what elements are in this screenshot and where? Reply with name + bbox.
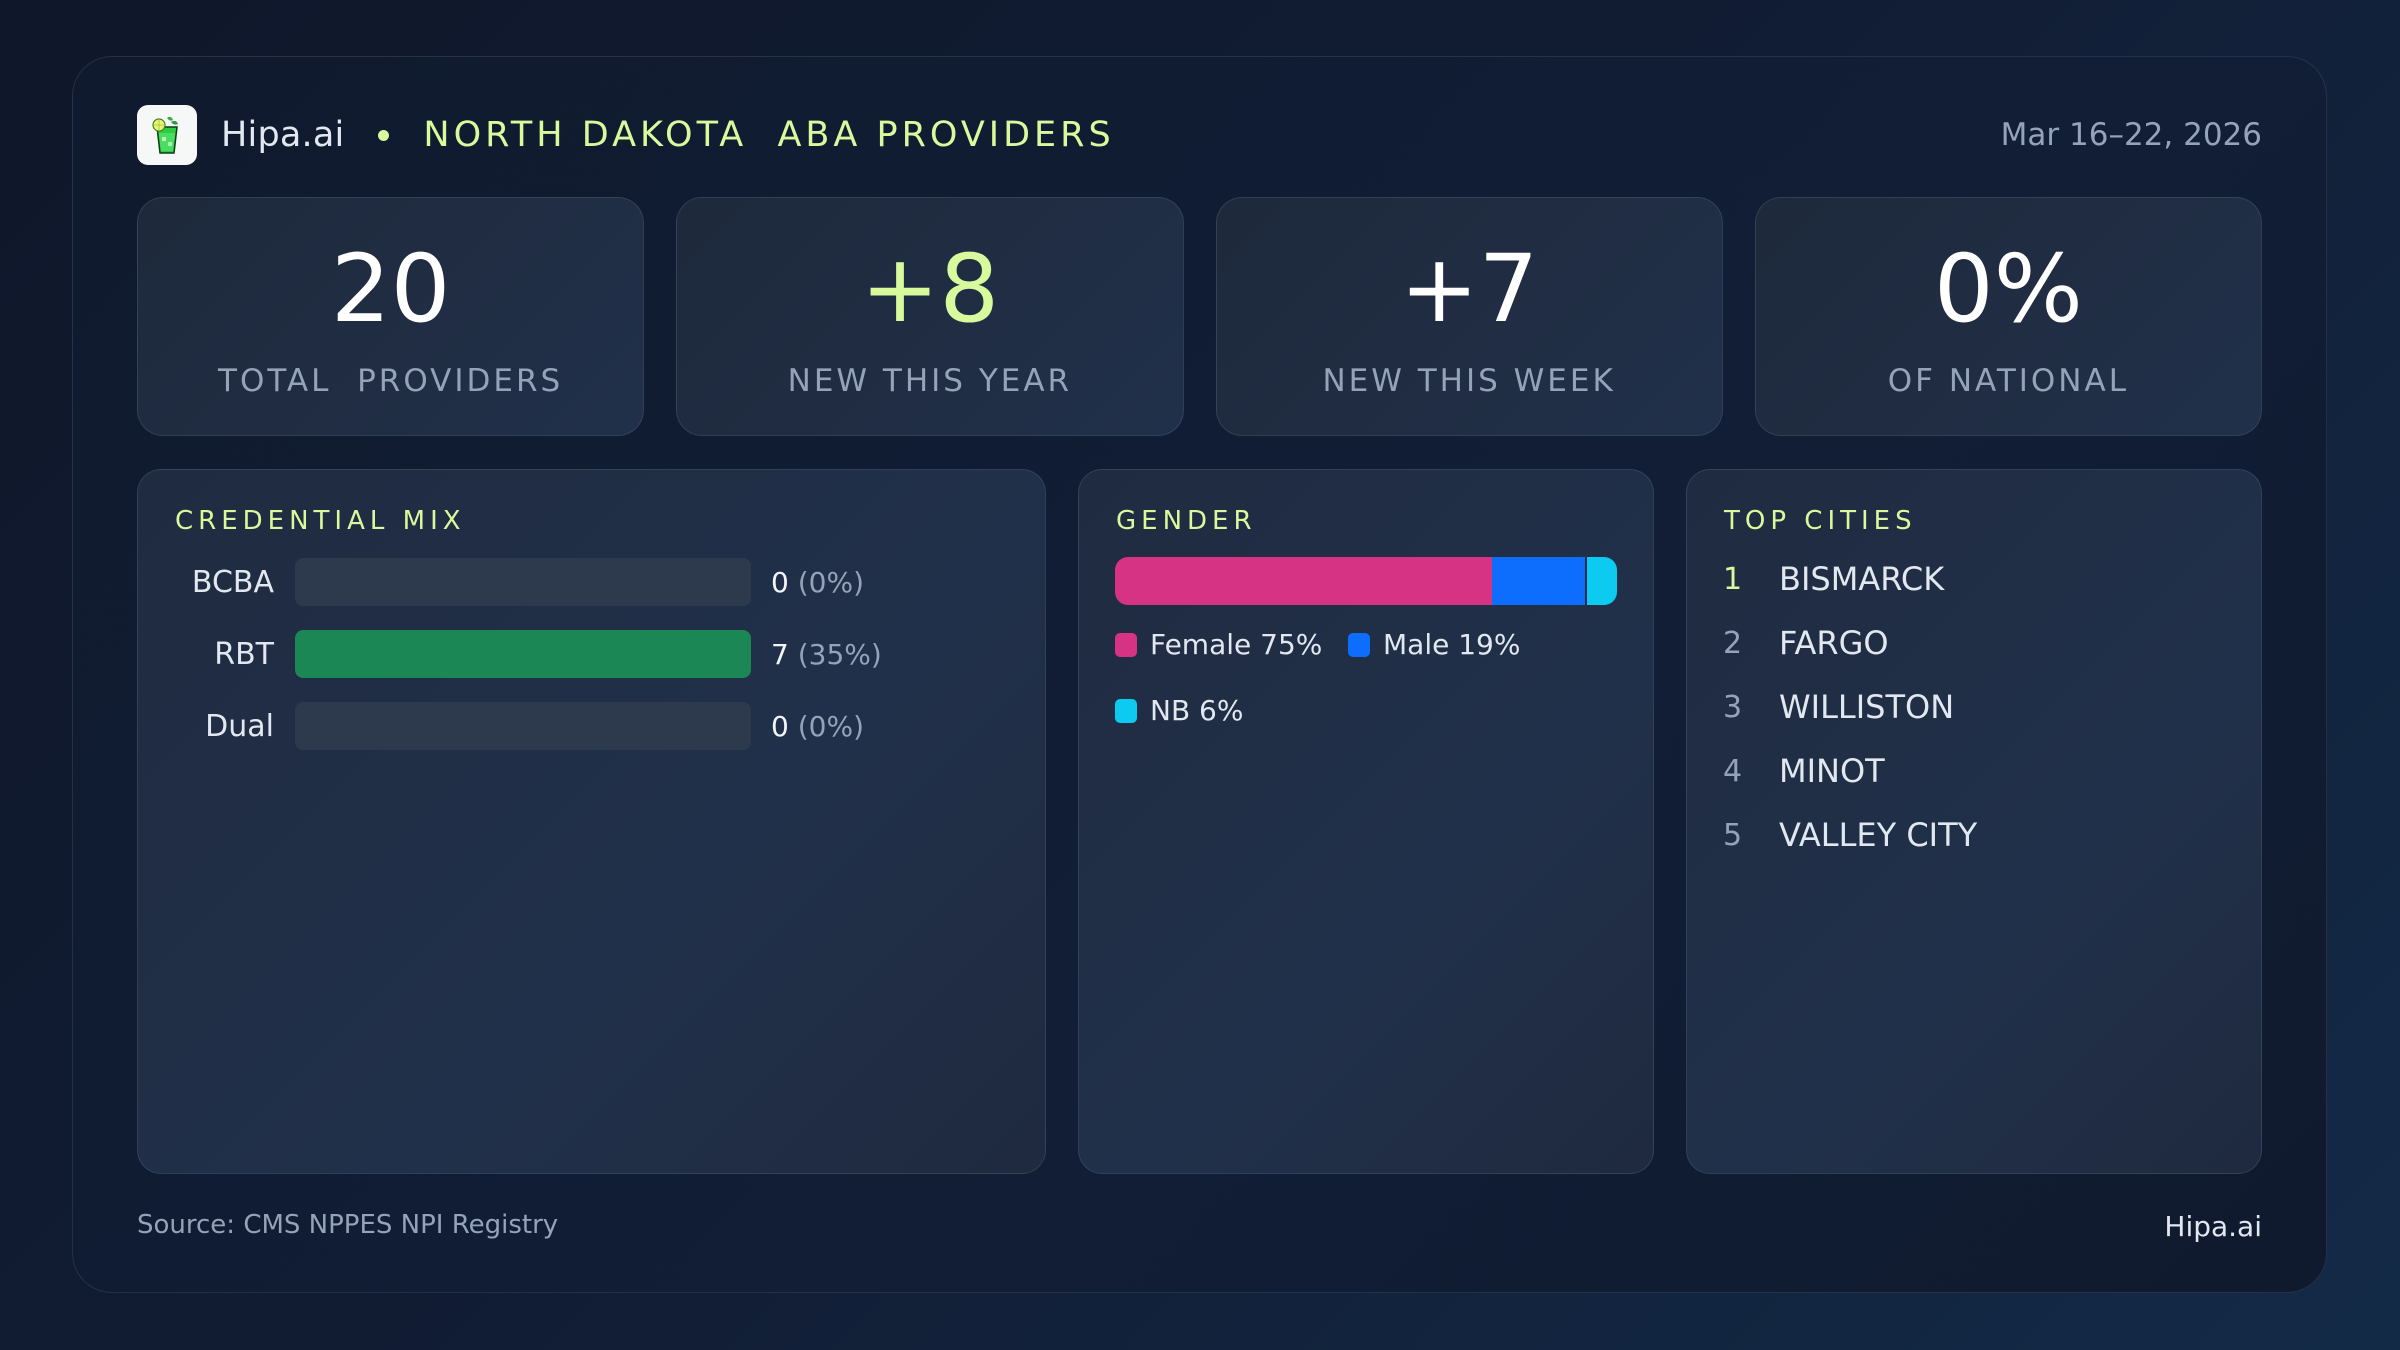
gender-segment-nb (1586, 557, 1617, 605)
city-item: 3 WILLISTON (1723, 688, 1954, 726)
kpi-value: 20 (330, 234, 451, 344)
city-name: BISMARCK (1779, 560, 1945, 598)
kpi-label: NEW THIS WEEK (1322, 362, 1616, 399)
credential-label: Dual (205, 708, 274, 744)
credential-row-dual: Dual 0 (0%) (138, 702, 1045, 750)
city-name: FARGO (1779, 624, 1889, 662)
city-name: VALLEY CITY (1779, 816, 1978, 854)
legend-swatch (1115, 632, 1137, 657)
panel-title: CREDENTIAL MIX (175, 506, 466, 536)
footer-brand: Hipa.ai (2164, 1210, 2262, 1243)
city-item: 4 MINOT (1723, 752, 1885, 790)
kpi-row: 20 TOTAL PROVIDERS +8 NEW THIS YEAR +7 N… (137, 197, 2262, 436)
legend-swatch (1115, 698, 1137, 723)
brand-name: Hipa.ai (221, 115, 345, 155)
kpi-card-new-this-year: +8 NEW THIS YEAR (676, 197, 1184, 436)
city-item: 2 FARGO (1723, 624, 1889, 662)
gender-panel: GENDER Female 75% Male 19% NB 6% (1078, 469, 1654, 1174)
legend-label: Female 75% (1150, 628, 1323, 661)
legend-nb: NB 6% (1115, 694, 1243, 727)
panels-row: CREDENTIAL MIX BCBA 0 (0%) RBT 7 (35%) D… (137, 469, 2262, 1174)
page-title: NORTH DAKOTA ABA PROVIDERS (423, 115, 1115, 155)
source-note: Source: CMS NPPES NPI Registry (137, 1210, 559, 1240)
credential-label: BCBA (191, 564, 274, 600)
city-rank: 2 (1723, 625, 1743, 661)
legend-female: Female 75% (1115, 628, 1322, 661)
kpi-label: OF NATIONAL (1887, 362, 2129, 399)
kpi-card-of-national: 0% OF NATIONAL (1754, 197, 2262, 436)
kpi-value: 0% (1933, 234, 2083, 344)
panel-title: TOP CITIES (1724, 506, 1917, 536)
separator-dot (378, 129, 390, 141)
gender-stacked-bar (1115, 557, 1617, 605)
credential-bar-track (295, 558, 751, 606)
credential-value: 7 (35%) (771, 637, 882, 671)
legend-label: Male 19% (1383, 628, 1521, 661)
city-name: WILLISTON (1779, 688, 1955, 726)
kpi-value: +8 (860, 234, 1000, 344)
kpi-card-total-providers: 20 TOTAL PROVIDERS (137, 197, 645, 436)
mojito-glass-icon (137, 105, 197, 165)
kpi-label: TOTAL PROVIDERS (218, 362, 564, 399)
credential-bar-track (295, 702, 751, 750)
credential-bar-fill (295, 630, 751, 678)
city-rank: 3 (1723, 689, 1743, 725)
city-name: MINOT (1779, 752, 1885, 790)
panel-title: GENDER (1116, 506, 1257, 536)
credential-row-bcba: BCBA 0 (0%) (138, 558, 1045, 606)
gender-segment-female (1115, 557, 1492, 605)
city-rank: 4 (1723, 753, 1743, 789)
kpi-value: +7 (1399, 234, 1539, 344)
city-rank: 5 (1723, 817, 1743, 853)
credential-mix-panel: CREDENTIAL MIX BCBA 0 (0%) RBT 7 (35%) D… (137, 469, 1046, 1174)
credential-value: 0 (0%) (771, 709, 865, 743)
gender-segment-male (1491, 557, 1587, 605)
credential-row-rbt: RBT 7 (35%) (138, 630, 1045, 678)
legend-male: Male 19% (1348, 628, 1520, 661)
legend-label: NB 6% (1150, 694, 1244, 727)
credential-value: 0 (0%) (771, 565, 865, 599)
legend-swatch (1348, 632, 1370, 657)
city-item: 5 VALLEY CITY (1723, 816, 1977, 854)
city-item: 1 BISMARCK (1723, 560, 1944, 598)
credential-bar-track (295, 630, 751, 678)
date-range: Mar 16–22, 2026 (2000, 117, 2262, 153)
header: Hipa.ai NORTH DAKOTA ABA PROVIDERS Mar 1… (137, 105, 2262, 165)
kpi-card-new-this-week: +7 NEW THIS WEEK (1215, 197, 1723, 436)
kpi-label: NEW THIS YEAR (787, 362, 1073, 399)
top-cities-panel: TOP CITIES 1 BISMARCK 2 FARGO 3 WILLISTO… (1686, 469, 2262, 1174)
city-rank: 1 (1723, 561, 1743, 597)
credential-label: RBT (214, 636, 274, 672)
